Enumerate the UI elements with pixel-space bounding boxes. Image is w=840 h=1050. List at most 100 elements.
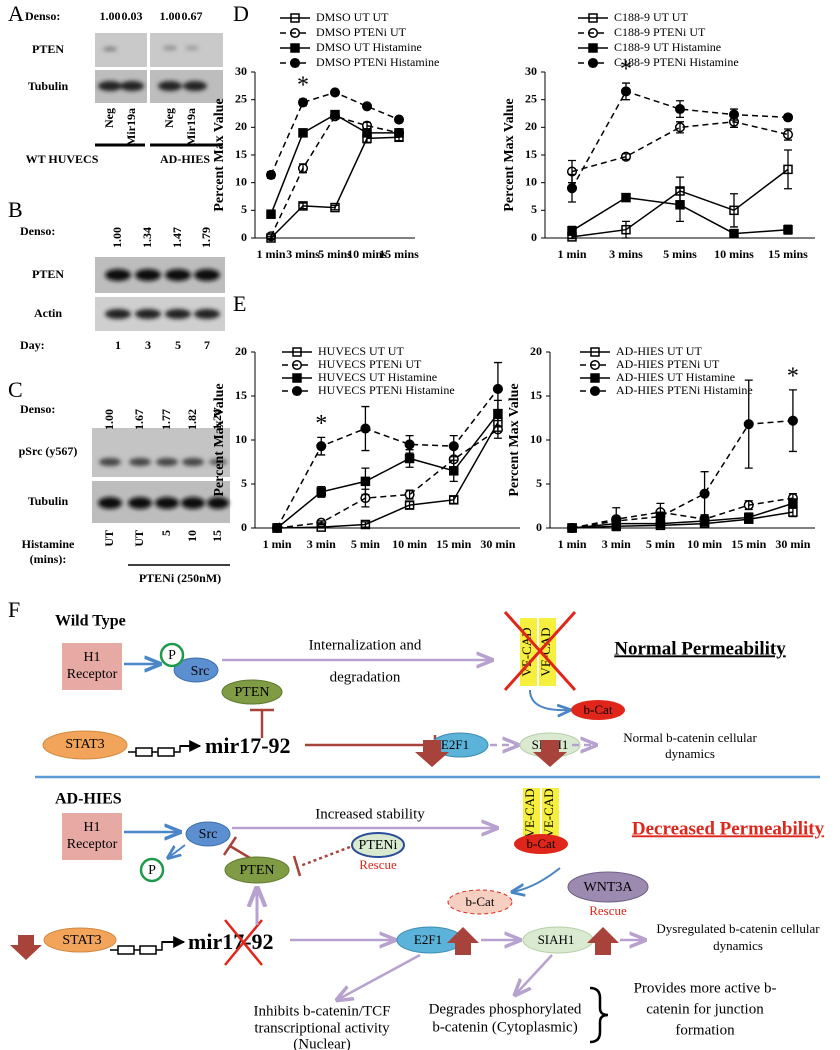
denso-value: 0.03 — [122, 9, 143, 23]
bcat-free-node — [447, 889, 513, 915]
row-label: pSrc (y567) — [19, 444, 78, 458]
phospho — [159, 642, 185, 668]
y-tick-label: 0 — [536, 520, 542, 534]
annotation: * — [620, 57, 632, 83]
legend-marker — [291, 385, 303, 397]
annotation: * — [297, 73, 309, 99]
legend-marker — [290, 43, 300, 53]
y-axis-label: Percent Max Value — [212, 383, 227, 496]
x-tick-label: 10 mins — [714, 247, 754, 261]
x-tick-label: 5 mins — [663, 247, 697, 261]
vecad-label: VE-CAD — [541, 788, 556, 837]
y-tick-label: 20 — [235, 344, 247, 358]
annotation: * — [315, 411, 327, 437]
legend-label: DMSO PTENi Histamine — [316, 55, 439, 69]
denso-value: 1.77 — [159, 409, 173, 430]
marker — [743, 419, 754, 430]
arrow-label: Increased stability — [315, 806, 425, 822]
wnt3a-label: WNT3A — [584, 880, 634, 895]
lane-label: Neg — [102, 108, 116, 128]
y-tick-label: 10 — [235, 432, 247, 446]
denso-value: 1.82 — [185, 409, 199, 430]
x-tick-label: 15 mins — [768, 247, 808, 261]
summary: Provides more active b- — [634, 980, 777, 996]
error-bar — [267, 233, 275, 240]
outcome: Normal Permeability — [614, 638, 786, 659]
x-tick-label: 5 min — [646, 537, 675, 551]
promoter — [128, 745, 194, 757]
y-tick-label: 5 — [531, 202, 537, 216]
marker — [272, 522, 283, 534]
marker — [404, 489, 415, 500]
lane-label: 5 — [159, 530, 173, 536]
legend-marker — [292, 347, 302, 357]
arrow — [337, 953, 421, 1000]
denso-value: 1.34 — [140, 227, 154, 248]
receptor-box — [62, 643, 122, 690]
legend-marker — [588, 13, 598, 23]
series-line — [571, 497, 794, 529]
outcome: Decreased Permeability — [632, 818, 825, 839]
lane-label: UT — [102, 530, 116, 547]
line-chart: 0 5 10 15 20 25 30 Percent Max Value 1 min 3 mins… — [502, 10, 815, 261]
y-tick-label: 5 — [241, 476, 247, 490]
legend-label: AD-HIES PTENi Histamine — [616, 383, 753, 397]
denso-label: Denso: — [20, 224, 55, 238]
marker — [360, 476, 371, 487]
y-tick-label: 15 — [530, 388, 542, 402]
marker — [655, 511, 666, 522]
day-value: 3 — [145, 338, 151, 352]
legend-marker — [587, 27, 599, 39]
series-line — [276, 388, 499, 529]
y-tick-label: 10 — [235, 174, 247, 188]
treatment-label: PTENi (250nM) — [139, 571, 221, 585]
marker — [729, 228, 739, 239]
series-line — [572, 502, 794, 529]
series-line — [277, 422, 499, 529]
marker — [674, 122, 686, 133]
pteni-node — [351, 832, 405, 858]
day-value: 5 — [175, 338, 181, 352]
denso-value: 1.24 — [210, 409, 224, 430]
x-tick-label: 30 min — [775, 537, 810, 551]
src-label: Src — [191, 664, 210, 679]
marker — [394, 128, 404, 138]
annotation: * — [787, 363, 799, 389]
panel-b: B Denso: Day: — [8, 197, 225, 352]
summary: formation — [675, 1022, 735, 1038]
result: Normal b-catenin cellular — [623, 730, 757, 745]
x-tick-label: 15 min — [731, 537, 766, 551]
legend-label: DMSO PTENi UT — [316, 25, 407, 39]
marker — [265, 231, 277, 242]
pten-node — [221, 679, 283, 705]
result: dynamics — [665, 746, 715, 761]
marker — [567, 226, 577, 236]
y-tick-label: 15 — [525, 147, 537, 161]
marker — [404, 500, 415, 510]
stat3-node — [43, 927, 117, 953]
marker — [329, 87, 341, 98]
denso-label: Denso: — [20, 402, 55, 416]
lane-label: Mir19a — [124, 108, 138, 146]
marker — [492, 383, 503, 395]
y-axis-label: Percent Max Value — [502, 98, 517, 211]
arrow — [168, 844, 186, 858]
series-line — [572, 511, 794, 529]
series-line — [571, 121, 789, 173]
panel-letter: E — [233, 291, 246, 316]
effect-cytoplasmic: Degrades phosphorylated — [429, 1001, 582, 1017]
y-tick-label: 30 — [235, 64, 247, 78]
legend-marker — [289, 57, 301, 69]
marker — [266, 209, 276, 219]
denso-value: 0.67 — [182, 9, 203, 23]
error-bar — [622, 220, 630, 239]
lane-label: UT — [132, 530, 146, 547]
x-tick-label: 30 min — [480, 537, 515, 551]
y-tick-label: 25 — [525, 91, 537, 105]
series-line — [571, 419, 793, 529]
y-tick-label: 20 — [525, 119, 537, 133]
stat3-node — [42, 730, 128, 760]
marker — [360, 423, 371, 434]
marker — [404, 453, 415, 464]
